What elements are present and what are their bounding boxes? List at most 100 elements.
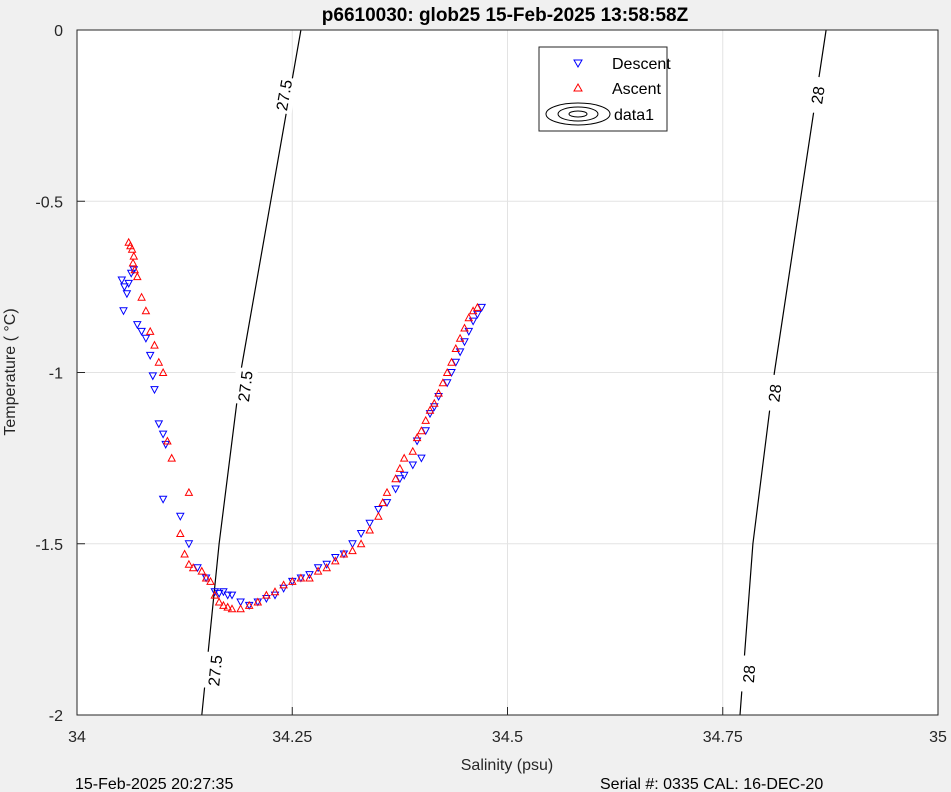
ascent-point xyxy=(137,292,146,301)
ascent-point xyxy=(206,576,215,585)
ascent-point xyxy=(464,313,474,322)
ascent-point xyxy=(447,357,456,366)
ascent-point xyxy=(145,326,155,335)
descent-point xyxy=(145,351,155,360)
contour-label-bg xyxy=(202,651,228,690)
y-tick-label: -0.5 xyxy=(35,194,63,211)
y-axis-ticks: 0 -0.5 -1 -1.5 -2 xyxy=(35,23,85,725)
descent-point xyxy=(455,348,465,357)
ascent-point xyxy=(184,487,194,496)
descent-point xyxy=(214,589,224,598)
descent-point xyxy=(120,283,129,292)
x-tick-label: 34 xyxy=(68,729,86,746)
footer-timestamp: 15-Feb-2025 20:27:35 xyxy=(75,776,233,792)
x-tick-label: 34.25 xyxy=(272,729,312,746)
descent-point xyxy=(122,290,132,299)
ascent-point xyxy=(348,546,357,555)
descent-point xyxy=(126,269,136,278)
y-tick-label: -2 xyxy=(49,708,63,725)
chart-title: p6610030: glob25 15-Feb-2025 13:58:58Z xyxy=(322,5,689,26)
descent-point xyxy=(148,372,158,381)
ascent-point xyxy=(210,590,220,599)
ascent-point xyxy=(223,602,233,611)
ascent-point xyxy=(322,563,332,572)
ascent-point xyxy=(395,463,405,472)
ascent-point xyxy=(141,306,151,315)
ascent-point xyxy=(425,405,435,414)
descent-point xyxy=(279,584,288,593)
data-points xyxy=(117,237,487,613)
descent-point xyxy=(129,266,139,275)
contour-label-bg xyxy=(803,75,832,115)
ascent-point xyxy=(296,573,306,582)
ascent-point xyxy=(214,597,224,606)
contour-label: 28 xyxy=(809,85,828,105)
descent-point xyxy=(434,393,443,402)
ascent-point xyxy=(270,587,280,596)
ascent-point xyxy=(451,343,461,352)
ascent-point xyxy=(339,549,349,558)
ascent-point xyxy=(201,573,211,582)
ascent-point xyxy=(184,559,194,568)
ascent-point xyxy=(244,600,254,609)
legend-data1-label: data1 xyxy=(614,107,654,124)
ascent-point xyxy=(262,590,271,599)
ascent-point xyxy=(227,604,237,613)
contour-label: 27.5 xyxy=(236,370,257,403)
descent-point xyxy=(137,327,146,336)
descent-point xyxy=(175,512,185,521)
ascent-point xyxy=(378,498,388,507)
contour-line xyxy=(739,29,827,716)
ascent-point xyxy=(253,597,263,606)
ascent-point xyxy=(167,453,177,462)
descent-point xyxy=(236,598,245,607)
legend-descent-label: Descent xyxy=(612,56,671,73)
ascent-point xyxy=(442,367,452,376)
legend-descent-marker xyxy=(573,59,583,69)
density-contours: 27.5 27.5 27.5 28 28 28 xyxy=(201,29,832,716)
x-tick-label: 34.75 xyxy=(703,729,743,746)
descent-point xyxy=(150,386,159,395)
x-tick-label: 34.5 xyxy=(492,729,523,746)
contour-label-bg xyxy=(269,75,298,115)
legend-ascent-label: Ascent xyxy=(612,81,661,98)
footer-serial-cal: Serial #: 0335 CAL: 16-DEC-20 xyxy=(600,776,823,792)
ascent-point xyxy=(236,604,245,613)
descent-point xyxy=(227,591,237,600)
ascent-point xyxy=(279,580,288,589)
descent-point xyxy=(460,338,469,347)
y-tick-label: -1.5 xyxy=(35,537,63,554)
contour-label-bg xyxy=(231,366,259,406)
descent-point xyxy=(158,430,168,439)
contour-label: 27.5 xyxy=(274,78,296,112)
descent-point xyxy=(468,317,478,326)
descent-point xyxy=(117,276,127,285)
ascent-point xyxy=(374,511,383,520)
ascent-point xyxy=(356,539,366,548)
ascent-point xyxy=(438,378,448,387)
ascent-point xyxy=(132,272,142,281)
legend-ascent-marker xyxy=(573,82,583,92)
ascent-point xyxy=(313,566,323,575)
ascent-point xyxy=(127,244,137,253)
ascent-point xyxy=(421,415,431,424)
ascent-point xyxy=(391,474,400,483)
ascent-point xyxy=(382,487,392,496)
descent-point xyxy=(365,519,375,528)
ascent-point xyxy=(175,528,185,537)
descent-point xyxy=(412,437,422,446)
descent-point xyxy=(223,591,233,600)
contour-label-bg xyxy=(761,373,788,413)
descent-point xyxy=(124,279,134,288)
descent-point xyxy=(305,571,314,580)
descent-point xyxy=(154,420,164,429)
ascent-point xyxy=(434,388,443,397)
contour-label: 27.5 xyxy=(206,654,226,687)
ascent-point xyxy=(455,333,465,342)
descent-point xyxy=(262,595,271,604)
legend-contour-icon xyxy=(545,102,611,126)
descent-point xyxy=(464,327,474,336)
ascent-point xyxy=(180,549,189,558)
descent-point xyxy=(429,403,439,412)
